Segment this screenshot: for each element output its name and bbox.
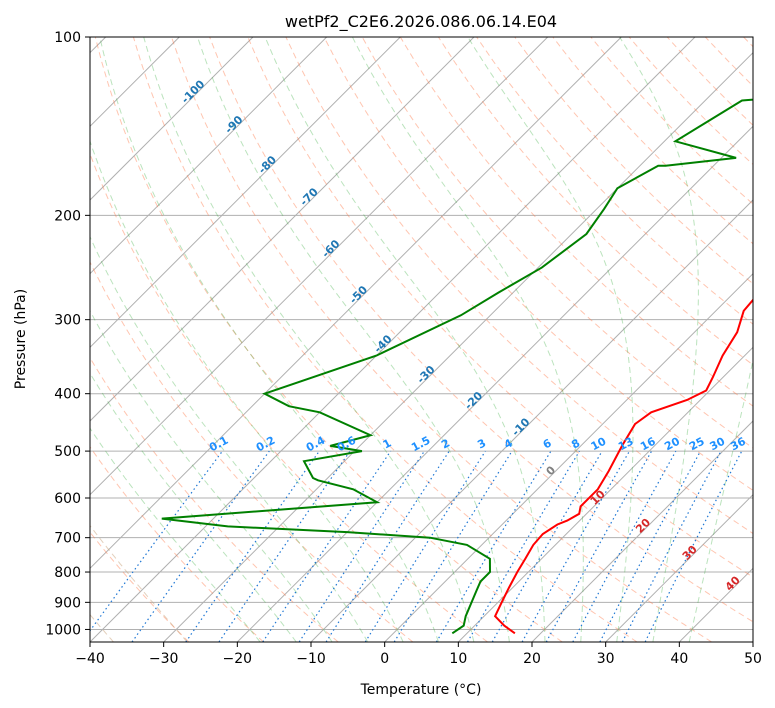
isotherm-gridline — [236, 125, 753, 642]
dry-adiabat-line — [132, 37, 638, 642]
y-tick-label: 900 — [54, 595, 81, 611]
moist-adiabat-line — [99, 37, 439, 642]
x-tick-label: 30 — [597, 651, 615, 667]
isotherm-gridline — [384, 272, 753, 642]
y-tick-label: 300 — [54, 313, 81, 329]
mixing-ratio-label: 20 — [662, 434, 682, 453]
mixing-ratio-line — [572, 450, 677, 642]
moist-adiabat-line — [351, 37, 584, 642]
mixing-ratio-label: 13 — [616, 435, 636, 454]
moist-adiabat-line — [143, 37, 475, 642]
grid-layer — [90, 37, 753, 642]
mixing-ratio-label: 16 — [638, 435, 658, 454]
y-tick-label: 200 — [54, 208, 81, 224]
moist-adiabat-line — [264, 37, 546, 642]
isotherm-gridline — [90, 37, 475, 422]
y-tick-label: 400 — [54, 387, 81, 403]
mixing-ratio-line — [364, 450, 486, 642]
x-tick-label: 50 — [744, 651, 762, 667]
dry-adiabat-line — [514, 37, 753, 285]
isotherm-gridline — [90, 37, 254, 201]
mixing-ratio-line — [325, 450, 450, 642]
mixing-ratio-label: 10 — [589, 434, 609, 453]
reference-lines-layer — [90, 37, 753, 642]
x-axis-title: Temperature (°C) — [360, 682, 482, 698]
moist-adiabat-line — [90, 235, 369, 642]
moist-adiabat-line — [90, 524, 188, 642]
dry-adiabat-line — [285, 37, 753, 535]
moist-adiabat-line — [90, 427, 261, 642]
dry-adiabat-line — [90, 260, 414, 642]
y-tick-label: 800 — [54, 565, 81, 581]
mixing-ratio-line — [298, 450, 425, 642]
dry-adiabat-line — [247, 37, 753, 578]
moist-adiabat-line — [90, 139, 404, 642]
chart-title: wetPf2_C2E6.2026.086.06.14.E04 — [285, 12, 557, 32]
x-tick-label: −30 — [149, 651, 179, 667]
x-tick-label: −20 — [223, 651, 253, 667]
mixing-ratio-label: 25 — [687, 435, 707, 454]
y-tick-label: 600 — [54, 491, 81, 507]
moist-adiabat-line — [688, 357, 753, 642]
isotherm-gridline — [90, 37, 622, 570]
y-tick-label: 1000 — [45, 622, 81, 638]
dry-adiabat-line — [90, 446, 264, 642]
y-axis-title: Pressure (hPa) — [13, 289, 29, 389]
mixing-ratio-line — [185, 450, 320, 642]
moist-adiabat-line — [619, 37, 699, 642]
dry-adiabat-line — [171, 37, 712, 642]
mixing-ratio-line — [262, 450, 392, 642]
y-tick-label: 700 — [54, 531, 81, 547]
dry-adiabat-line — [323, 37, 753, 491]
x-tick-label: 0 — [380, 651, 389, 667]
temperature-profile-line — [493, 298, 753, 635]
isotherm-gridline — [310, 199, 753, 642]
isotherm-gridline — [90, 37, 401, 349]
mixing-ratio-line — [218, 450, 351, 642]
isotherm-gridline — [163, 51, 753, 642]
dry-adiabat-line — [209, 37, 753, 623]
series-layer — [161, 98, 753, 635]
moist-adiabat-line — [90, 309, 333, 642]
dry-adiabat-line — [476, 37, 753, 325]
moist-adiabat-line — [90, 372, 297, 642]
mixing-ratio-line — [466, 450, 580, 642]
isotherm-gridline — [90, 37, 328, 275]
mixing-ratio-line — [599, 450, 702, 642]
isotherm-gridline — [90, 37, 549, 496]
isotherm-gridline — [457, 346, 753, 642]
mixing-ratio-label: 30 — [708, 435, 728, 454]
x-tick-label: −40 — [75, 651, 105, 667]
x-tick-label: −10 — [296, 651, 326, 667]
mixing-ratio-line — [393, 450, 513, 642]
isotherm-gridline — [605, 493, 753, 642]
x-tick-label: 20 — [523, 651, 541, 667]
y-tick-label: 100 — [54, 30, 81, 46]
isotherm-gridline — [90, 37, 696, 642]
y-tick-label: 500 — [54, 444, 81, 460]
x-tick-label: 10 — [449, 651, 467, 667]
x-tick-label: 40 — [670, 651, 688, 667]
dry-adiabat-line — [94, 37, 563, 642]
axis-layer: −40 −30 −20 −10 0 10 20 30 40 50 1000 900 800 700 600 5… — [45, 30, 762, 667]
mixing-ratio-label: 36 — [728, 435, 748, 454]
dewpoint-profile-line — [161, 98, 753, 635]
isotherm-gridline — [531, 420, 753, 642]
mixing-ratio-line — [435, 450, 552, 642]
plot-frame — [89, 36, 754, 643]
